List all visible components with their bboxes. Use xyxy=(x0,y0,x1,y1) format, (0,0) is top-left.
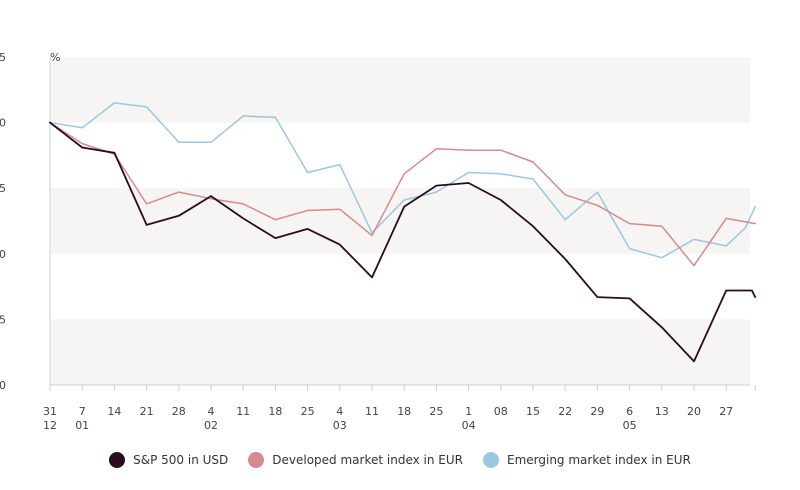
x-tick-label: 08 xyxy=(494,405,508,418)
x-tick-label: 22 xyxy=(558,405,572,418)
chart-bands xyxy=(50,57,750,385)
x-tick-label: 6 xyxy=(626,405,633,418)
x-tick-label: 15 xyxy=(526,405,540,418)
x-tick-label: 25 xyxy=(429,405,443,418)
x-tick-label: 20 xyxy=(687,405,701,418)
band-1 xyxy=(50,188,750,254)
x-tick-month-label: 02 xyxy=(204,419,218,432)
x-tick-month-label: 12 xyxy=(43,419,57,432)
x-tick-label: 4 xyxy=(336,405,343,418)
legend-label: Developed market index in EUR xyxy=(272,453,463,467)
y-tick-label: 5 xyxy=(0,51,6,64)
series-line-1 xyxy=(49,121,756,267)
band-2 xyxy=(50,319,750,385)
legend-dot-icon xyxy=(482,452,499,468)
legend-item-emerging[interactable]: Emerging market index in EUR xyxy=(482,452,691,468)
x-tick-label: 18 xyxy=(268,405,282,418)
x-tick-label: 31 xyxy=(43,405,57,418)
x-tick-month-label: 04 xyxy=(462,419,476,432)
legend-item-developed[interactable]: Developed market index in EUR xyxy=(248,452,463,468)
chart-lines xyxy=(49,102,757,363)
y-axis-unit-label: % xyxy=(50,51,60,64)
x-tick-label: 1 xyxy=(465,405,472,418)
x-tick-label: 4 xyxy=(208,405,215,418)
line-chart: % 50-5-10-15-203112701142128402111825403… xyxy=(0,51,757,432)
chart-labels: % 50-5-10-15-203112701142128402111825403… xyxy=(0,51,733,432)
chart-legend: S&P 500 in USD Developed market index in… xyxy=(0,450,800,470)
x-tick-month-label: 03 xyxy=(333,419,347,432)
x-tick-month-label: 05 xyxy=(623,419,637,432)
legend-item-sp500[interactable]: S&P 500 in USD xyxy=(109,452,228,468)
legend-label: Emerging market index in EUR xyxy=(506,453,691,467)
chart-axes xyxy=(49,57,756,391)
x-tick-label: 11 xyxy=(236,405,250,418)
x-tick-label: 27 xyxy=(719,405,733,418)
x-tick-month-label: 01 xyxy=(75,419,89,432)
y-tick-label: -5 xyxy=(0,182,6,195)
x-tick-label: 11 xyxy=(365,405,379,418)
legend-dot-icon xyxy=(109,452,126,468)
x-tick-label: 13 xyxy=(655,405,669,418)
x-tick-label: 29 xyxy=(590,405,604,418)
x-tick-label: 14 xyxy=(107,405,121,418)
y-tick-label: -15 xyxy=(0,313,6,326)
y-tick-label: -20 xyxy=(0,379,6,392)
legend-label: S&P 500 in USD xyxy=(133,453,229,467)
y-tick-label: -10 xyxy=(0,248,6,261)
band-0 xyxy=(50,57,750,123)
legend-dot-icon xyxy=(248,452,265,468)
x-tick-label: 28 xyxy=(172,405,186,418)
x-tick-label: 18 xyxy=(397,405,411,418)
y-tick-label: 0 xyxy=(0,117,6,130)
x-tick-label: 25 xyxy=(301,405,315,418)
x-tick-label: 21 xyxy=(140,405,154,418)
series-line-0 xyxy=(49,121,757,363)
x-tick-label: 7 xyxy=(79,405,86,418)
